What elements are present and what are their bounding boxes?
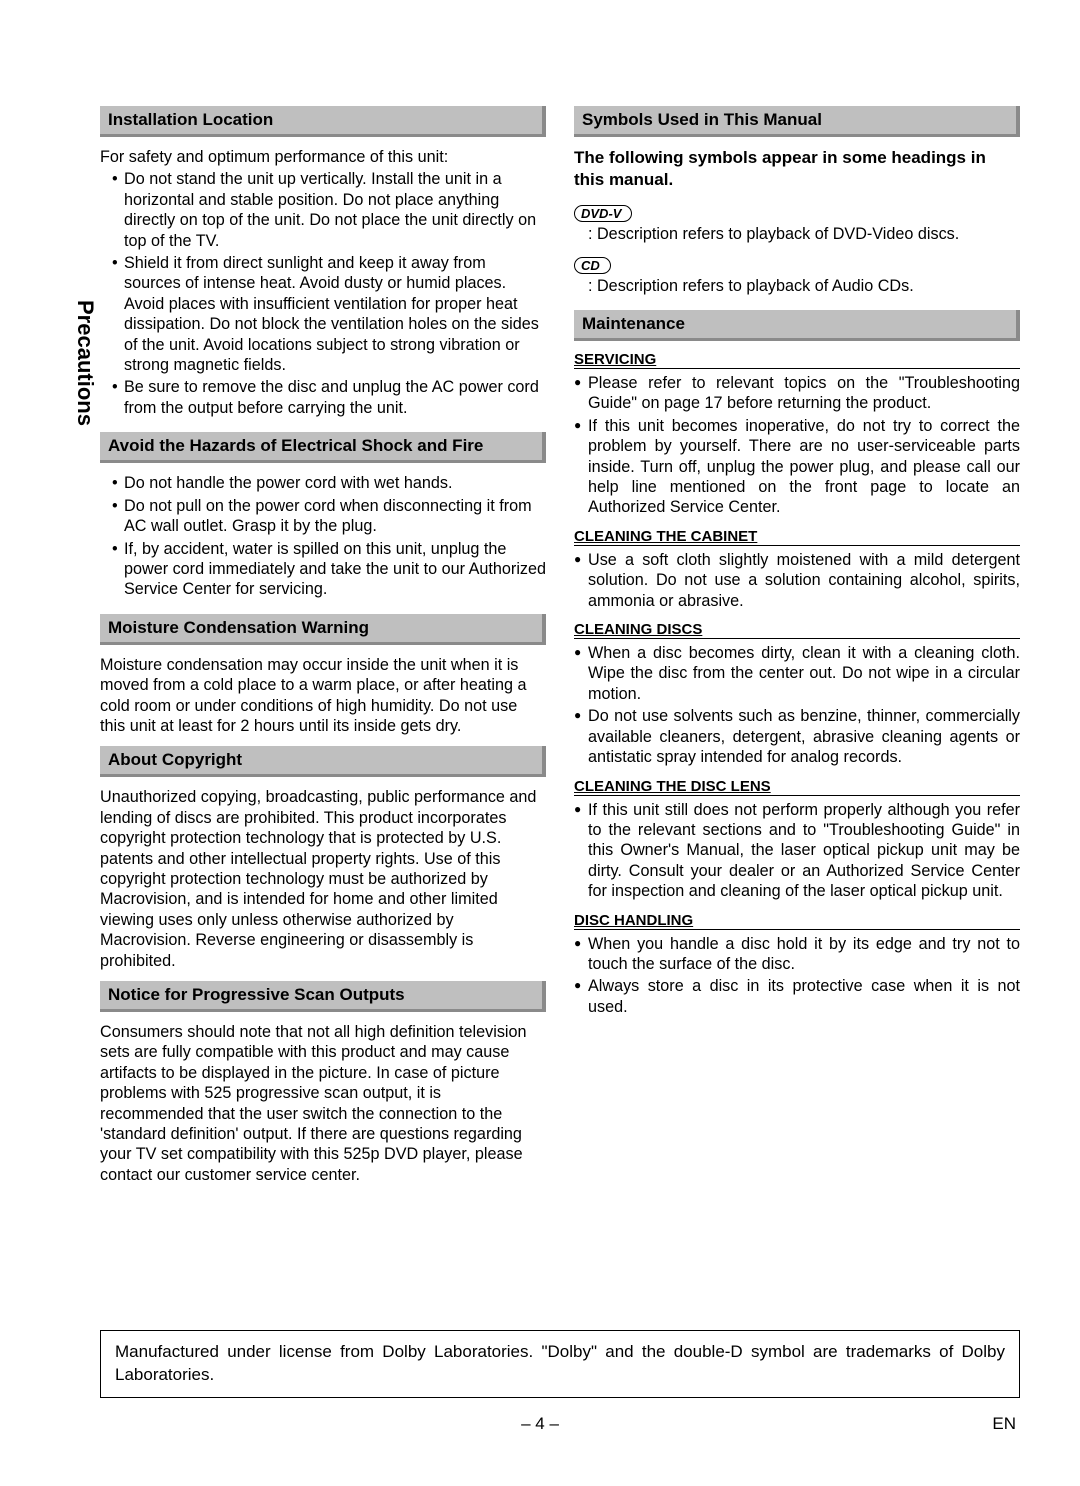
language-label: EN (992, 1414, 1016, 1434)
progressive-text: Consumers should note that not all high … (100, 1022, 546, 1185)
list-item: Be sure to remove the disc and unplug th… (112, 377, 546, 418)
list-item: Shield it from direct sunlight and keep … (112, 253, 546, 375)
install-bullets: Do not stand the unit up vertically. Ins… (100, 169, 546, 418)
cd-badge: CD (574, 257, 611, 274)
dvd-badge: DVD-V (574, 205, 632, 222)
hazards-bullets: Do not handle the power cord with wet ha… (100, 473, 546, 599)
left-column: Installation Location For safety and opt… (100, 100, 546, 1195)
footer-license-box: Manufactured under license from Dolby La… (100, 1330, 1020, 1398)
copyright-text: Unauthorized copying, broadcasting, publ… (100, 787, 546, 971)
cleaning-lens-items: If this unit still does not perform prop… (574, 800, 1020, 902)
heading-installation-location: Installation Location (100, 106, 546, 137)
two-column-layout: Installation Location For safety and opt… (100, 100, 1020, 1195)
heading-avoid-hazards: Avoid the Hazards of Electrical Shock an… (100, 432, 546, 463)
subhead-cleaning-cabinet: CLEANING THE CABINET (574, 528, 1020, 546)
list-item: Do not stand the unit up vertically. Ins… (112, 169, 546, 251)
page-content: Precautions Installation Location For sa… (100, 100, 1020, 1446)
right-column: Symbols Used in This Manual The followin… (574, 100, 1020, 1195)
heading-progressive-scan: Notice for Progressive Scan Outputs (100, 981, 546, 1012)
subhead-disc-handling: DISC HANDLING (574, 912, 1020, 930)
heading-moisture: Moisture Condensation Warning (100, 614, 546, 645)
servicing-items: Please refer to relevant topics on the "… (574, 373, 1020, 518)
list-item: Do not use solvents such as benzine, thi… (574, 706, 1020, 767)
install-intro: For safety and optimum performance of th… (100, 147, 546, 167)
disc-handling-items: When you handle a disc hold it by its ed… (574, 934, 1020, 1018)
cd-badge-desc: : Description refers to playback of Audi… (574, 276, 1020, 296)
list-item: Please refer to relevant topics on the "… (574, 373, 1020, 414)
subhead-cleaning-lens: CLEANING THE DISC LENS (574, 778, 1020, 796)
list-item: If, by accident, water is spilled on thi… (112, 539, 546, 600)
cleaning-cabinet-items: Use a soft cloth slightly moistened with… (574, 550, 1020, 611)
cleaning-discs-items: When a disc becomes dirty, clean it with… (574, 643, 1020, 767)
list-item: Do not pull on the power cord when disco… (112, 496, 546, 537)
list-item: Do not handle the power cord with wet ha… (112, 473, 546, 493)
list-item: When you handle a disc hold it by its ed… (574, 934, 1020, 975)
list-item: Always store a disc in its protective ca… (574, 976, 1020, 1017)
symbols-intro: The following symbols appear in some hea… (574, 147, 1020, 191)
list-item: If this unit still does not perform prop… (574, 800, 1020, 902)
sidebar-section-label: Precautions (72, 300, 98, 426)
heading-maintenance: Maintenance (574, 310, 1020, 341)
list-item: Use a soft cloth slightly moistened with… (574, 550, 1020, 611)
heading-symbols: Symbols Used in This Manual (574, 106, 1020, 137)
moisture-text: Moisture condensation may occur inside t… (100, 655, 546, 737)
page-number: – 4 – (0, 1414, 1080, 1434)
heading-copyright: About Copyright (100, 746, 546, 777)
list-item: If this unit becomes inoperative, do not… (574, 416, 1020, 518)
dvd-badge-desc: : Description refers to playback of DVD-… (574, 224, 1020, 244)
subhead-cleaning-discs: CLEANING DISCS (574, 621, 1020, 639)
list-item: When a disc becomes dirty, clean it with… (574, 643, 1020, 704)
subhead-servicing: SERVICING (574, 351, 1020, 369)
